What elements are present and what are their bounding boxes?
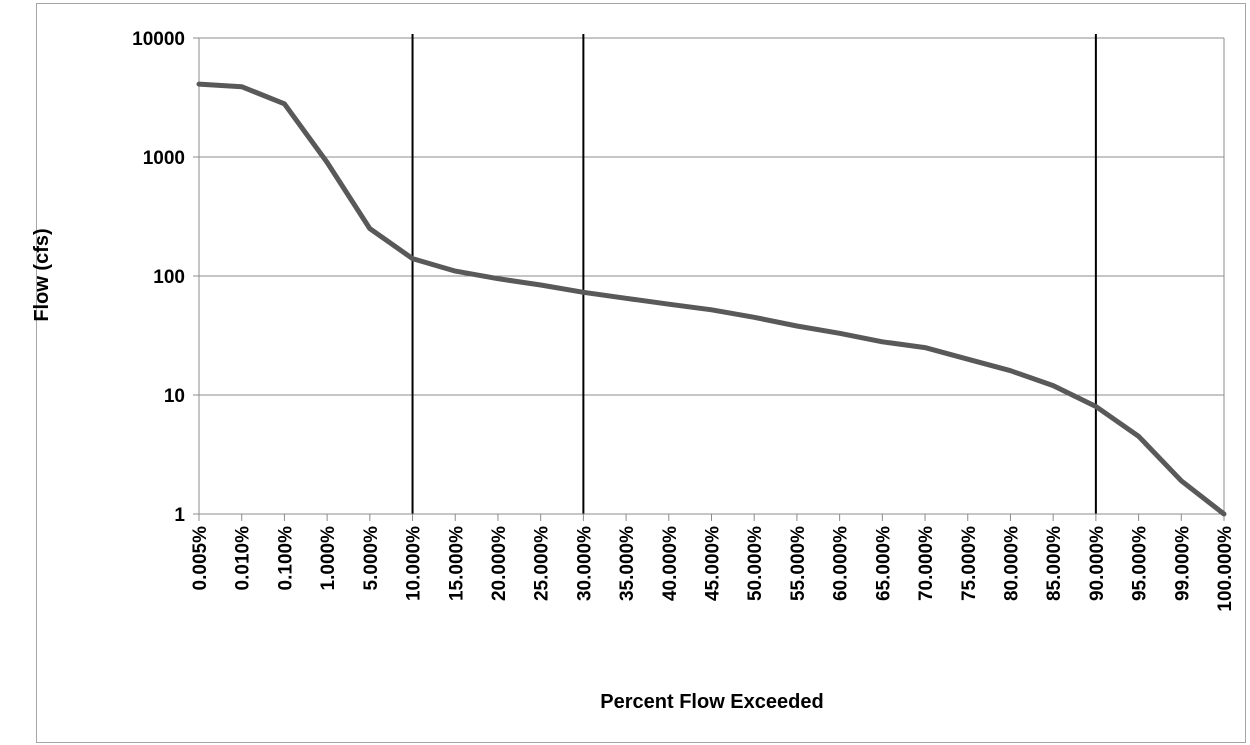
x-tick-label: 35.000% [617, 526, 638, 601]
y-tick-label: 1 [174, 505, 185, 526]
x-tick-label: 30.000% [574, 526, 595, 601]
x-tick-label: 90.000% [1087, 526, 1108, 601]
data-point [368, 227, 372, 231]
data-point [1222, 512, 1226, 516]
data-point [1008, 369, 1012, 373]
axes [198, 38, 1225, 521]
y-tick-labels: 1 10 100 1000 10000 [132, 29, 185, 526]
y-axis-title: Flow (cfs) [31, 228, 53, 321]
data-point [1179, 479, 1183, 483]
data-point [923, 346, 927, 350]
data-point [880, 340, 884, 344]
x-tick-label: 60.000% [831, 526, 852, 601]
x-tick-label: 80.000% [1001, 526, 1022, 601]
data-point [411, 257, 415, 261]
data-point [966, 357, 970, 361]
x-tick-label: 10.000% [404, 526, 425, 601]
data-point [1137, 434, 1141, 438]
x-tick-label: 55.000% [788, 526, 809, 601]
y-tick-label: 10 [164, 386, 185, 407]
x-tick-label: 100.000% [1215, 526, 1236, 612]
x-tick-label: 45.000% [703, 526, 724, 601]
data-point [752, 315, 756, 319]
x-tick-label: 99.000% [1172, 526, 1193, 601]
grid-layer [193, 37, 1225, 515]
data-point [282, 102, 286, 106]
data-point [710, 308, 713, 312]
x-tick-label: 95.000% [1130, 526, 1151, 601]
x-tick-label: 0.100% [275, 526, 296, 591]
x-tick-label: 75.000% [959, 526, 980, 601]
data-point [1051, 384, 1055, 388]
reference-lines [411, 34, 1097, 514]
x-tick-label: 85.000% [1044, 526, 1065, 601]
chart-frame [36, 3, 1246, 743]
series-line [196, 81, 1227, 517]
data-point [667, 302, 671, 306]
x-tick-label: 15.000% [446, 526, 467, 601]
data-point [197, 82, 201, 86]
x-tick-label: 50.000% [745, 526, 766, 601]
data-point [325, 160, 329, 164]
x-tick-label: 40.000% [660, 526, 681, 601]
data-point [1094, 405, 1098, 409]
y-tick-label: 1000 [143, 148, 185, 169]
x-tick-label: 20.000% [489, 526, 510, 601]
x-tick-label: 1.000% [318, 526, 339, 591]
data-point [624, 296, 628, 300]
data-point [453, 269, 457, 273]
x-tick-label: 5.000% [361, 526, 382, 591]
y-tick-label: 100 [153, 267, 185, 288]
x-tick-label: 65.000% [873, 526, 894, 601]
x-tick-labels: 0.005% 0.010% 0.100% 1.000% 5.000% 10.000% 15.… [190, 526, 1236, 612]
x-tick-label: 0.010% [233, 526, 254, 591]
x-tick-label: 25.000% [532, 526, 553, 601]
series-layer [196, 81, 1227, 517]
x-tick-label: 0.005% [190, 526, 211, 591]
data-point [496, 277, 500, 281]
data-point [581, 290, 585, 294]
x-axis-title: Percent Flow Exceeded [600, 691, 823, 713]
x-tick-label: 70.000% [916, 526, 937, 601]
data-point [795, 324, 799, 328]
data-point [539, 283, 543, 287]
data-point [240, 85, 244, 89]
data-point [838, 331, 842, 335]
y-tick-label: 10000 [132, 29, 185, 50]
